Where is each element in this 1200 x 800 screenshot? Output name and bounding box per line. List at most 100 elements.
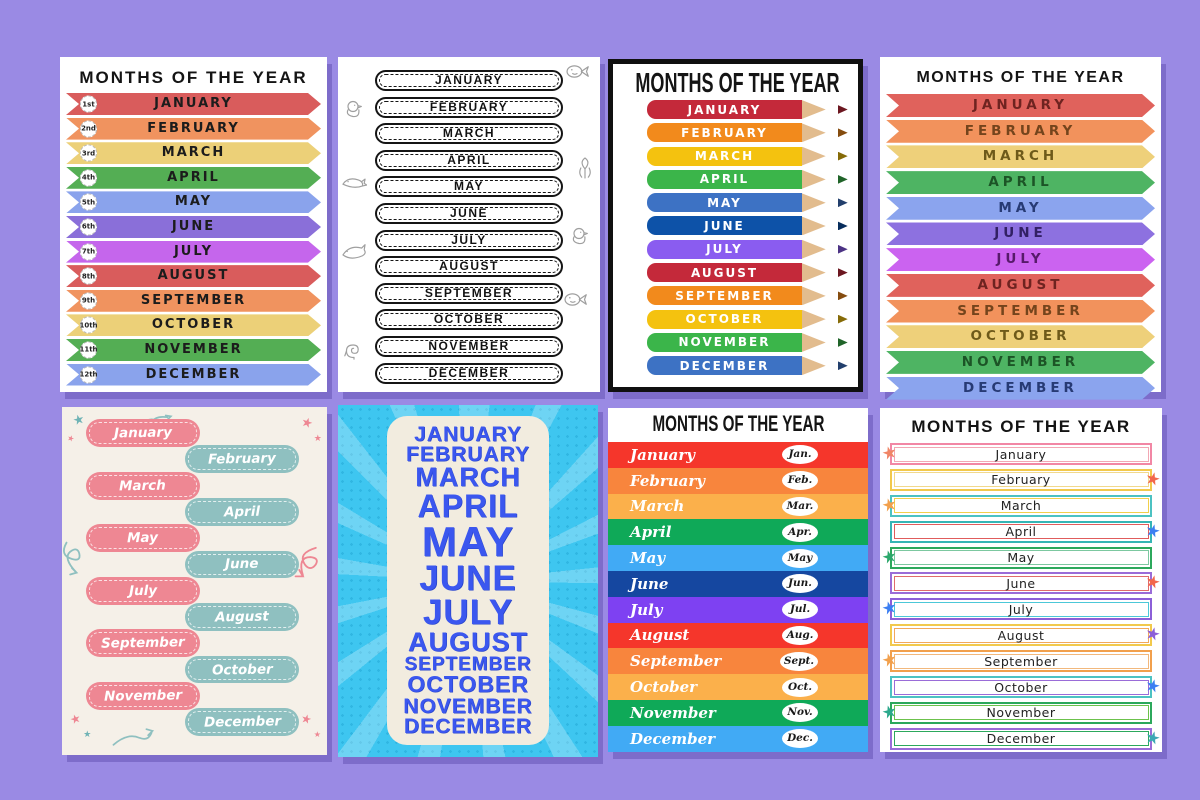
month-banner: 8th AUGUST	[66, 265, 321, 287]
month-label: October	[211, 661, 273, 679]
pencil-lead-tip	[837, 291, 848, 301]
month-label: OCTOBER	[685, 312, 764, 327]
month-badge: September	[85, 629, 200, 658]
month-abbreviation-badge: Mar.	[782, 496, 818, 516]
month-banner: AUGUST	[886, 274, 1155, 297]
month-banner: NOVEMBER	[886, 351, 1155, 374]
month-label: DECEMBER	[428, 365, 510, 380]
month-abbreviation-badge: Jun.	[782, 574, 818, 594]
month-pencil: AUGUST	[647, 263, 848, 283]
month-abbreviation-badge: Jul.	[782, 600, 818, 620]
month-label: JULY	[422, 593, 514, 633]
month-label: June	[630, 574, 669, 593]
month-label: FEBRUARY	[429, 99, 509, 114]
month-list: JANUARY FEBRUARY MARCH APRIL MAY JUNE JULY AUGU…	[613, 100, 858, 376]
month-ribbon: April ★	[890, 520, 1162, 543]
month-badge: July	[85, 576, 200, 605]
pencil-lead-tip	[837, 314, 848, 324]
star-decoration-icon: ★	[1142, 571, 1163, 595]
month-label: JANUARY	[972, 97, 1069, 113]
month-label: APRIL	[417, 488, 519, 525]
month-abbreviation-badge: Dec.	[782, 729, 818, 749]
month-banner: DECEMBER	[886, 377, 1155, 400]
pencil-body: DECEMBER	[647, 356, 802, 376]
month-label: August	[215, 608, 270, 626]
pencil-body: AUGUST	[647, 263, 802, 283]
month-banner: 3rd MARCH	[66, 142, 321, 164]
pencil-lead-tip	[837, 105, 848, 114]
month-label: May	[1007, 550, 1035, 566]
month-label: January	[995, 446, 1047, 462]
month-banner: 11th NOVEMBER	[66, 339, 321, 361]
pencil-lead-tip	[837, 151, 848, 161]
star-decoration-icon: ★	[313, 433, 322, 444]
month-label: MARCH	[982, 148, 1059, 165]
month-row: September Sept.	[608, 648, 868, 675]
month-label: NOVEMBER	[961, 353, 1080, 370]
month-badge: October	[185, 655, 300, 684]
pencil-lead-tip	[837, 337, 848, 347]
month-label: SEPTEMBER	[675, 288, 774, 303]
month-ribbon-inner: December	[893, 731, 1149, 747]
month-row: June Jun.	[608, 570, 868, 597]
month-badge: February	[185, 445, 300, 474]
pencil-body: SEPTEMBER	[647, 286, 802, 306]
swirl-doodle-icon	[294, 547, 319, 578]
ordinal-badge: 9th	[80, 292, 97, 309]
month-ribbon: December ★	[890, 727, 1162, 750]
month-label: SEPTEMBER	[404, 653, 532, 675]
month-label: JULY	[706, 242, 743, 257]
poster-title: MONTHS OF THE YEAR	[652, 412, 824, 437]
pencil-lead-tip	[837, 221, 848, 231]
month-label: FEBRUARY	[681, 125, 768, 140]
month-label: July	[128, 582, 157, 599]
month-label: February	[991, 472, 1051, 488]
month-abbreviation-badge: Apr.	[782, 522, 818, 542]
ordinal-badge: 3rd	[80, 145, 97, 162]
month-label: DECEMBER	[963, 379, 1078, 396]
month-abbreviation-badge: Feb.	[782, 471, 818, 491]
month-label: JANUARY	[154, 96, 233, 111]
month-pencil: JANUARY	[647, 100, 848, 119]
month-label: AUGUST	[407, 626, 528, 657]
month-label: FEBRUARY	[964, 122, 1077, 139]
pencil-wood-tip	[801, 332, 826, 352]
month-ribbon: August ★	[890, 623, 1162, 646]
month-ribbon: October ★	[890, 675, 1162, 698]
poster-title: MONTHS OF THE YEAR	[911, 417, 1131, 436]
star-decoration-icon: ★	[66, 432, 76, 444]
month-pencil: NOVEMBER	[647, 332, 848, 352]
month-label: September	[100, 634, 185, 652]
swirl-doodle-icon	[63, 541, 81, 576]
month-abbreviation-badge: Jan.	[782, 445, 818, 465]
pencil-body: JANUARY	[647, 100, 802, 119]
pencil-lead-tip	[837, 128, 848, 138]
month-ribbon: May ★	[880, 546, 1152, 569]
month-pill: JANUARY	[374, 70, 564, 91]
month-banner: MAY	[886, 197, 1155, 220]
month-banner: 5th MAY	[66, 191, 321, 213]
month-label: January	[113, 424, 172, 442]
month-label: August	[997, 627, 1045, 643]
squid-doodle-icon	[575, 156, 595, 184]
month-label: JULY	[451, 232, 487, 247]
month-banner: FEBRUARY	[886, 120, 1155, 143]
month-pill: JUNE	[374, 202, 564, 224]
month-list: January ★ February ★ March ★ April ★ May ★ June ★ Ju…	[880, 442, 1163, 750]
month-label: JUNE	[994, 225, 1047, 242]
month-ribbon-inner: October	[893, 679, 1149, 695]
month-pencil: JULY	[647, 239, 848, 259]
pencil-body: MAY	[647, 193, 802, 213]
ordinal-badge: 11th	[80, 341, 97, 358]
whale-doodle-icon	[341, 174, 367, 195]
month-label: February	[630, 471, 706, 490]
month-label: DECEMBER	[403, 714, 533, 738]
month-label: JUNE	[419, 559, 517, 599]
month-pill: MARCH	[374, 123, 564, 145]
month-banner: 6th JUNE	[66, 216, 321, 238]
poster-bw-pills: JANUARY FEBRUARY MARCH APRIL MAY JUNE JULY AUGU…	[338, 57, 600, 392]
month-pencil: SEPTEMBER	[647, 286, 848, 306]
month-label: APRIL	[447, 152, 491, 167]
month-banner: 1st JANUARY	[66, 93, 321, 115]
month-label: April	[1005, 524, 1037, 540]
